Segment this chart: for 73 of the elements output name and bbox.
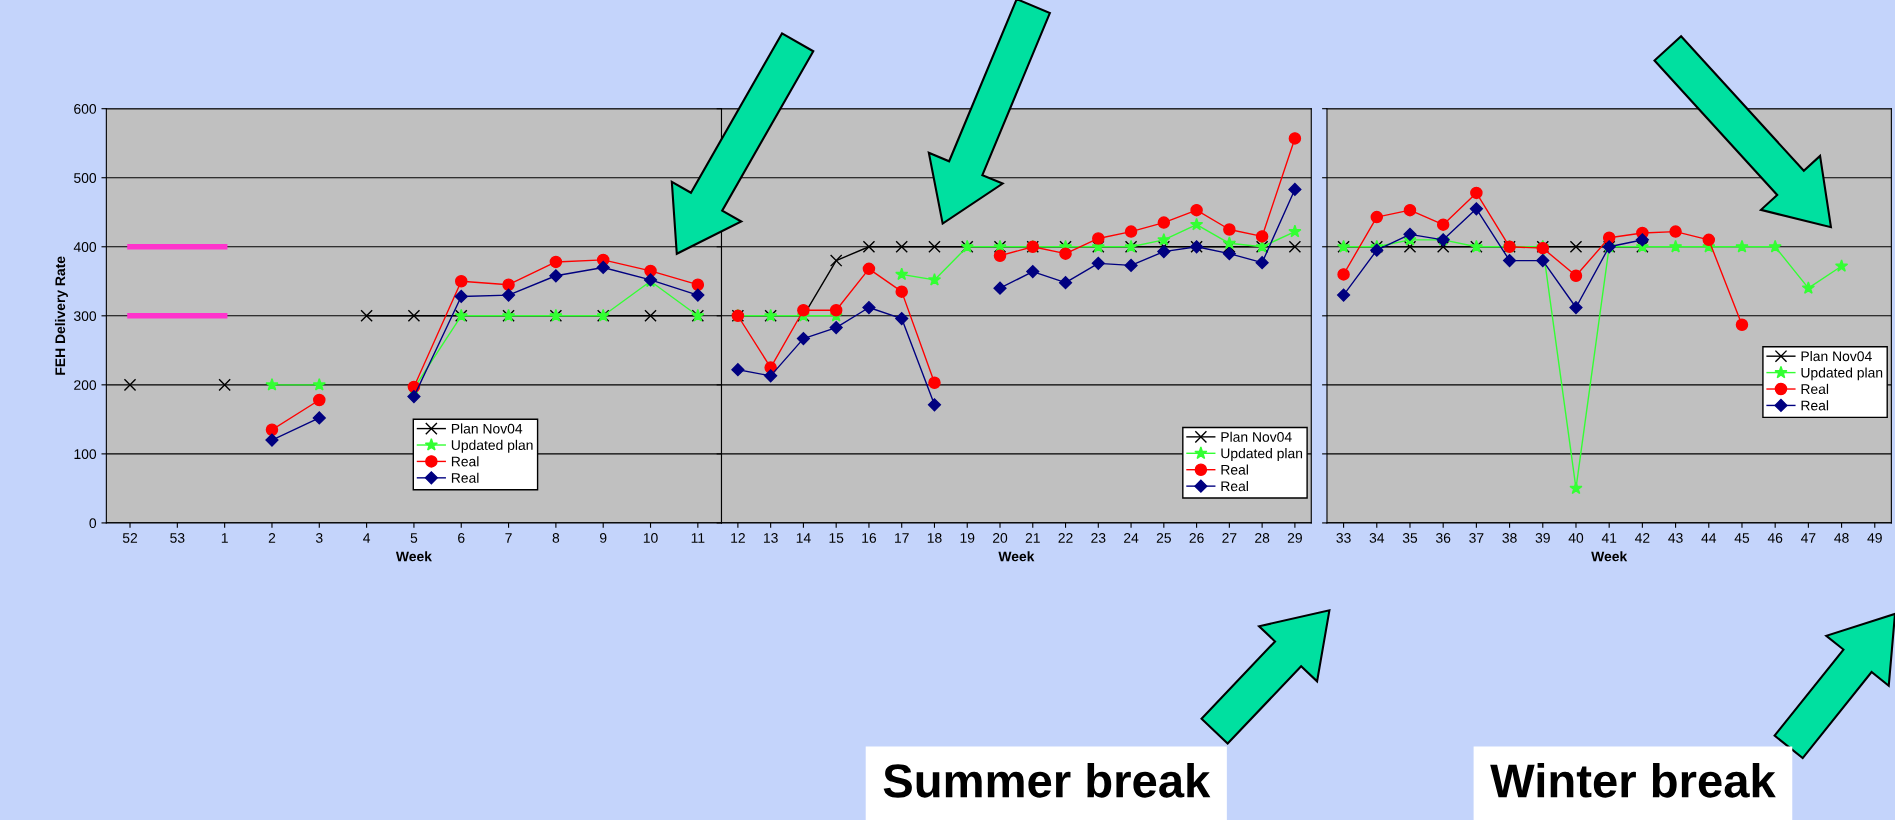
legend-label: Updated plan (1801, 367, 1883, 381)
x-tick-label: 41 (1601, 533, 1617, 543)
x-tick-label: 35 (1402, 533, 1418, 543)
x-tick-label: 53 (170, 533, 185, 543)
x-tick-label: 44 (1701, 533, 1717, 543)
x-tick-label: 15 (829, 533, 844, 543)
y-tick-label: 300 (73, 311, 97, 321)
x-tick-label: 18 (927, 533, 942, 543)
x-tick-label: 11 (691, 533, 705, 543)
x-tick-label: 17 (895, 533, 909, 543)
x-tick-label: 14 (796, 533, 811, 543)
y-tick-label: 100 (74, 449, 97, 460)
x-tick-label: 5 (410, 533, 418, 543)
x-tick-label: 25 (1156, 533, 1171, 543)
text: Winter break (1490, 762, 1776, 798)
x-tick-label: 13 (763, 533, 778, 543)
x-tick-label: 36 (1435, 533, 1451, 543)
legend-label: Real (1801, 383, 1829, 395)
legend-label: Updated plan (1221, 448, 1303, 462)
x-tick-label: 37 (1469, 533, 1484, 543)
x-tick-label: 52 (122, 533, 138, 543)
x-tick-label: 46 (1767, 533, 1783, 543)
x-tick-label: 6 (458, 533, 465, 543)
x-tick-label: 3 (315, 533, 323, 543)
legend-label: Real (1221, 480, 1248, 492)
x-tick-label: 33 (1336, 533, 1351, 543)
x-tick-label: 24 (1124, 533, 1139, 543)
x-tick-label: 4 (363, 533, 371, 543)
x-tick-label: 22 (1058, 533, 1073, 543)
legend-label: Real (1801, 400, 1829, 411)
y-tick-label: 500 (74, 173, 97, 183)
x-tick-label: 47 (1800, 533, 1816, 543)
x-tick-label: 40 (1568, 533, 1584, 543)
x-tick-label: 28 (1255, 533, 1270, 543)
x-tick-label: 10 (643, 533, 658, 543)
x-tick-label: 42 (1634, 533, 1650, 543)
y-tick-label: 200 (74, 380, 97, 391)
x-tick-label: 8 (552, 533, 560, 543)
x-tick-label: 34 (1369, 533, 1385, 543)
x-tick-label: 20 (992, 533, 1008, 543)
x-tick-label: 2 (268, 533, 276, 543)
legend-label: Updated plan (451, 439, 533, 453)
x-tick-label: 9 (599, 533, 607, 543)
text: Summer break (883, 762, 1211, 798)
x-tick-label: 48 (1834, 533, 1849, 543)
x-tick-label: 29 (1287, 533, 1302, 543)
x-tick-label: 39 (1535, 533, 1550, 543)
y-tick-label: 600 (74, 104, 97, 114)
legend-label: Real (451, 456, 479, 467)
x-tick-label: 16 (862, 533, 877, 543)
y-tick-label: 400 (73, 242, 97, 252)
x-tick-label: 27 (1222, 533, 1237, 543)
y-axis-title: FEH Delivery Rate (54, 256, 68, 375)
x-tick-label: 26 (1189, 533, 1204, 543)
legend-label: Plan Nov04 (1221, 431, 1292, 442)
x-axis-title: Week (395, 551, 432, 562)
x-tick-label: 38 (1502, 533, 1517, 543)
x-tick-label: 45 (1734, 533, 1750, 543)
x-tick-label: 49 (1867, 533, 1882, 543)
legend-label: Plan Nov04 (451, 423, 523, 434)
x-axis-title: Week (998, 551, 1035, 562)
x-tick-label: 1 (221, 533, 228, 543)
x-tick-label: 43 (1668, 533, 1683, 543)
legend-label: Real (451, 472, 479, 483)
x-tick-label: 7 (505, 533, 512, 543)
x-axis-title: Week (1591, 551, 1628, 562)
y-tick-label: 0 (89, 518, 97, 529)
x-tick-label: 12 (731, 533, 745, 543)
legend-label: Real (1221, 464, 1248, 475)
x-tick-label: 19 (960, 533, 975, 543)
x-tick-label: 21 (1025, 533, 1040, 543)
x-tick-label: 23 (1091, 533, 1106, 543)
legend-label: Plan Nov04 (1801, 350, 1872, 362)
